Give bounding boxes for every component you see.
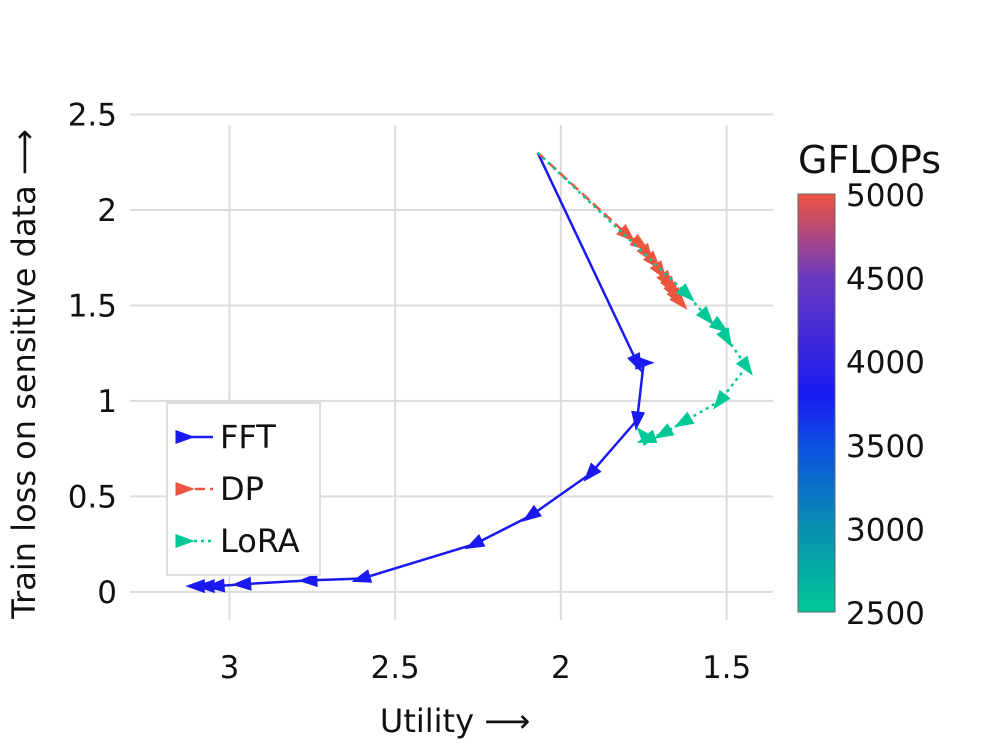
colorbar: GFLOPs 2500 3000 3500 4000 4500 5000 [797,138,941,632]
y-tick-label: 0.5 [68,479,117,515]
colorbar-tick-label: 5000 [846,178,925,214]
data-point-marker [675,283,695,302]
data-point-marker [713,389,731,410]
colorbar-title: GFLOPs [798,138,941,182]
y-tick-label: 2 [97,193,117,229]
data-point-marker [735,355,753,376]
data-point-marker [636,427,655,447]
legend-marker [175,430,195,444]
data-point-marker [635,355,655,370]
data-point-marker [674,411,695,428]
data-point-marker [709,315,729,333]
series-layer [185,151,753,594]
colorbar-tick-label: 3500 [846,429,925,465]
data-point-marker [669,290,688,310]
y-axis-label: Train loss on sensitive data ⟶ [5,129,43,620]
y-tick-label: 1.5 [68,288,117,324]
data-point-marker [631,410,646,431]
series-fft [185,152,655,594]
colorbar-tick-label: 2500 [846,596,925,632]
colorbar-tick-label: 4500 [846,262,925,298]
series-dp [536,151,688,310]
data-point-marker [716,327,733,348]
series-line-lora [536,151,749,441]
tick-layer: 3 2.5 2 1.5 0 0.5 1 1.5 2 2.5 [68,98,752,686]
colorbar-gradient [797,193,836,613]
legend-label: FFT [220,418,276,456]
data-point-marker [654,423,675,439]
y-tick-label: 0 [97,575,117,611]
legend: FFT DP LoRA [166,402,321,576]
x-tick-label: 2.5 [370,650,419,686]
data-point-marker [195,579,215,594]
data-point-marker [695,305,714,326]
data-point-marker [351,569,373,583]
data-point-marker [583,462,602,482]
y-tick-label: 1 [97,384,117,420]
data-point-marker [298,573,318,588]
legend-label: DP [220,470,264,508]
legend-marker [175,482,195,496]
data-point-marker [185,579,205,594]
data-point-marker [616,223,636,243]
colorbar-tick-label: 4000 [846,345,925,381]
legend-marker [175,534,195,548]
data-point-marker [205,578,226,593]
legend-label: LoRA [220,522,300,560]
x-tick-label: 1.5 [702,650,751,686]
x-tick-label: 2 [551,650,571,686]
data-point-marker [464,534,486,550]
x-axis-label: Utility ⟶ [380,702,530,740]
x-tick-label: 3 [220,650,240,686]
data-point-marker [231,576,252,591]
y-tick-label: 2.5 [68,98,117,134]
colorbar-tick-label: 3000 [846,512,925,548]
data-point-marker [522,504,542,522]
series-lora [536,151,753,447]
